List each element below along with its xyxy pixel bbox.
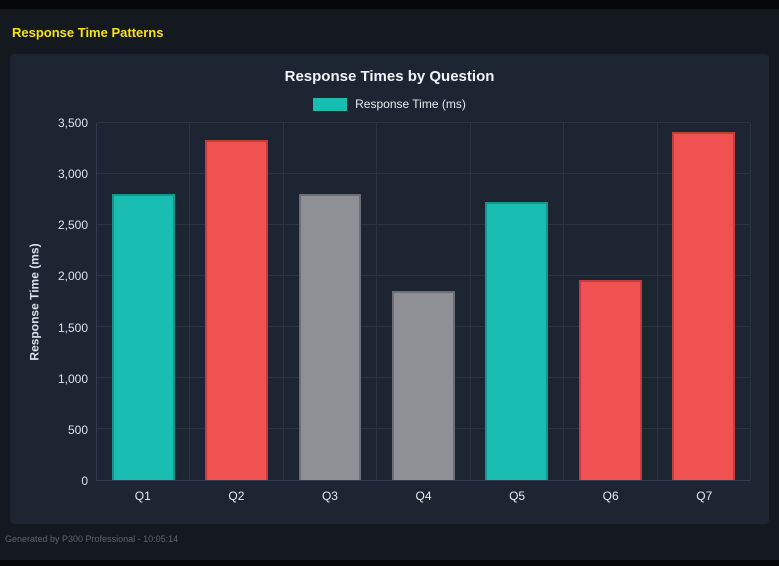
gridline: [97, 224, 750, 225]
chart-legend[interactable]: Response Time (ms): [24, 97, 755, 111]
bar-q7: [672, 132, 736, 480]
y-axis-ticks: 0 500 1,000 1,500 2,000 2,500 3,000 3,500: [46, 116, 96, 488]
plot-area: [96, 122, 751, 481]
x-tick-label: Q1: [134, 489, 151, 503]
x-tick-label: Q6: [602, 489, 619, 503]
y-tick-label: 500: [67, 422, 88, 437]
bar-q6: [578, 280, 642, 480]
bar-cell: [190, 123, 284, 480]
gridline: [97, 275, 750, 276]
bar-cell: [564, 123, 658, 480]
bar-cells: [97, 123, 750, 480]
bar-q5: [485, 201, 549, 480]
page-title: Response Time Patterns: [12, 25, 164, 40]
y-tick-label: 3,500: [57, 116, 88, 130]
bar-q1: [111, 194, 175, 480]
x-axis-labels: Q1 Q2 Q3 Q4 Q5 Q6 Q7: [96, 489, 751, 513]
bar-cell: [97, 123, 191, 480]
bar-q3: [298, 194, 362, 480]
y-tick-label: 1,500: [57, 320, 88, 335]
gridline: [97, 122, 750, 123]
bar-cell: [471, 123, 565, 480]
y-tick-label: 0: [81, 474, 88, 488]
x-tick-label: Q5: [509, 489, 526, 503]
chart-title: Response Times by Question: [284, 68, 495, 85]
x-tick-label: Q2: [228, 489, 245, 503]
bar-cell: [284, 123, 378, 480]
chart-area: Response Time (ms) 0 500 1,000 1,500 2,000 2,…: [24, 116, 755, 488]
x-tick-label: Q3: [321, 489, 338, 503]
top-strip: [0, 0, 779, 9]
x-tick-label: Q7: [696, 489, 713, 503]
bar-q2: [205, 140, 269, 480]
x-axis-spacer: [24, 489, 96, 513]
y-axis-title-text: Response Time (ms): [28, 243, 42, 361]
legend-label[interactable]: Response Time (ms): [355, 97, 466, 111]
y-axis-title: Response Time (ms): [24, 123, 46, 481]
bar-cell: [377, 123, 471, 480]
x-tick-label: Q4: [415, 489, 432, 503]
y-tick-label: 3,000: [57, 167, 88, 182]
bar-cell: [658, 123, 750, 480]
y-tick-label: 2,500: [57, 218, 88, 233]
chart-panel: Response Times by Question Response Time…: [10, 54, 769, 524]
y-tick-label: 2,000: [57, 269, 88, 284]
gridline: [97, 173, 750, 174]
footer-text: Generated by P300 Professional - 10:05:1…: [5, 534, 179, 544]
legend-swatch[interactable]: [313, 97, 348, 111]
bottom-strip: [0, 560, 779, 566]
y-tick-label: 1,000: [57, 371, 88, 386]
bar-q4: [392, 291, 455, 480]
x-axis: Q1 Q2 Q3 Q4 Q5 Q6 Q7: [24, 489, 755, 513]
